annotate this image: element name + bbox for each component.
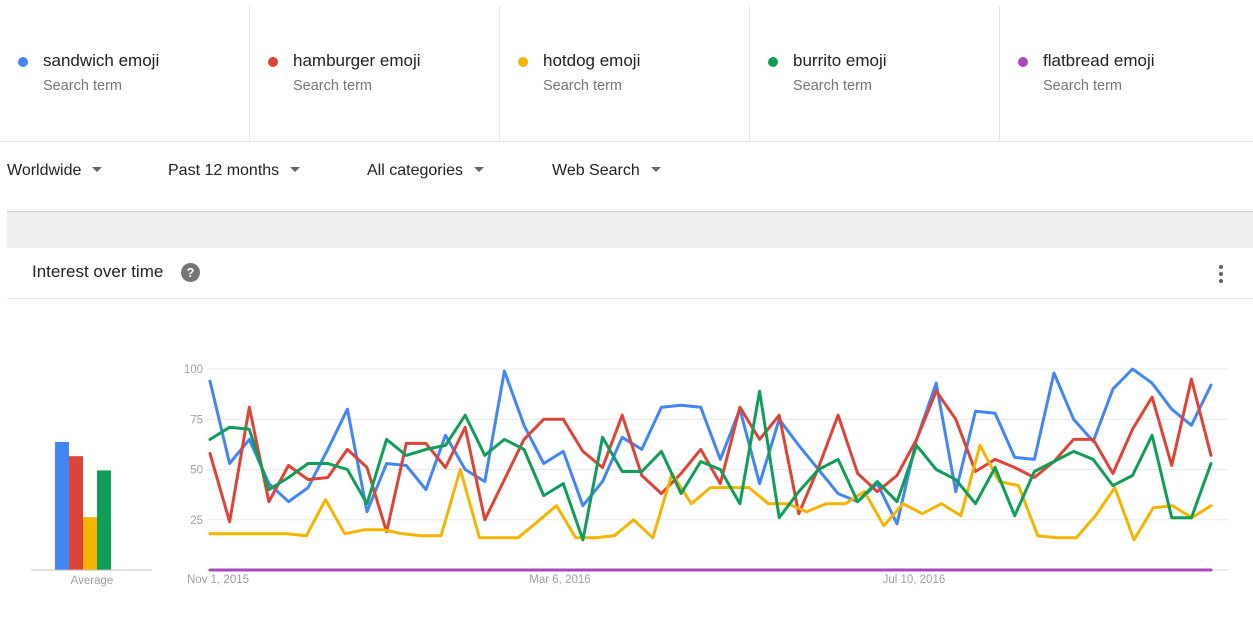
x-axis-labels: Nov 1, 2015 Mar 6, 2016 Jul 10, 2016	[187, 574, 945, 586]
term-type: Search term	[793, 78, 872, 94]
average-label: Average	[71, 575, 114, 587]
term-name: hamburger emoji	[293, 51, 421, 70]
line-series-group	[208, 367, 1213, 572]
y-tick-label: 50	[190, 465, 203, 477]
x-tick-label: Jul 10, 2016	[883, 574, 946, 586]
search-type-dropdown-label: Web Search	[552, 162, 640, 179]
caret-down-icon	[92, 167, 103, 173]
time-range-dropdown-label: Past 12 months	[168, 162, 280, 179]
search-type-dropdown[interactable]: Web Search	[552, 162, 661, 180]
y-tick-label: 100	[184, 364, 203, 376]
caret-down-icon	[474, 167, 485, 173]
average-bar	[97, 470, 111, 570]
series-line	[208, 443, 1213, 542]
average-bar-chart: Average	[31, 442, 152, 587]
region-dropdown[interactable]: Worldwide	[7, 162, 103, 180]
filter-bar: Worldwide Past 12 months All categories …	[0, 162, 1253, 192]
term-name: flatbread emoji	[1043, 51, 1155, 70]
term-name: hotdog emoji	[543, 51, 641, 70]
term-card-hamburger[interactable]: hamburger emoji Search term	[250, 6, 500, 141]
y-tick-label: 25	[190, 515, 203, 527]
series-color-dot	[518, 57, 528, 67]
divider	[7, 298, 1253, 299]
region-dropdown-label: Worldwide	[7, 162, 82, 179]
term-type: Search term	[43, 78, 122, 94]
series-line	[208, 389, 1213, 542]
term-name: burrito emoji	[793, 51, 887, 70]
card-title: Interest over time	[32, 262, 164, 281]
term-type: Search term	[543, 78, 622, 94]
term-type: Search term	[1043, 78, 1122, 94]
caret-down-icon	[650, 167, 661, 173]
section-separator	[7, 211, 1253, 248]
caret-down-icon	[290, 167, 301, 173]
series-line	[208, 377, 1213, 534]
divider	[0, 141, 1253, 142]
y-tick-label: 75	[190, 414, 203, 426]
average-bar	[55, 442, 69, 570]
term-name: sandwich emoji	[43, 51, 160, 70]
more-options-icon[interactable]	[1212, 263, 1230, 285]
series-color-dot	[268, 57, 278, 67]
search-terms-bar: sandwich emoji Search term hamburger emo…	[0, 6, 1253, 141]
time-range-dropdown[interactable]: Past 12 months	[168, 162, 301, 180]
x-tick-label: Nov 1, 2015	[187, 574, 249, 586]
series-color-dot	[1018, 57, 1028, 67]
term-card-burrito[interactable]: burrito emoji Search term	[750, 6, 1000, 141]
term-card-sandwich[interactable]: sandwich emoji Search term	[0, 6, 250, 141]
category-dropdown-label: All categories	[367, 162, 464, 179]
average-bar	[69, 456, 83, 570]
term-card-flatbread[interactable]: flatbread emoji Search term	[1000, 6, 1250, 141]
average-bar	[83, 517, 97, 570]
term-type: Search term	[293, 78, 372, 94]
x-tick-label: Mar 6, 2016	[529, 574, 590, 586]
series-color-dot	[18, 57, 28, 67]
series-line	[208, 367, 1213, 526]
series-color-dot	[768, 57, 778, 67]
category-dropdown[interactable]: All categories	[367, 162, 485, 180]
term-card-hotdog[interactable]: hotdog emoji Search term	[500, 6, 750, 141]
help-icon[interactable]: ?	[181, 263, 200, 282]
